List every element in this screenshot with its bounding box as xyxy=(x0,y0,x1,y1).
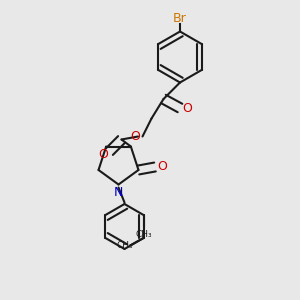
Text: CH₃: CH₃ xyxy=(117,241,134,250)
Text: O: O xyxy=(130,130,140,143)
Text: N: N xyxy=(114,185,123,199)
Text: O: O xyxy=(99,148,108,161)
Text: Br: Br xyxy=(173,11,187,25)
Text: O: O xyxy=(183,101,192,115)
Text: CH₃: CH₃ xyxy=(136,230,152,239)
Text: O: O xyxy=(158,160,167,173)
